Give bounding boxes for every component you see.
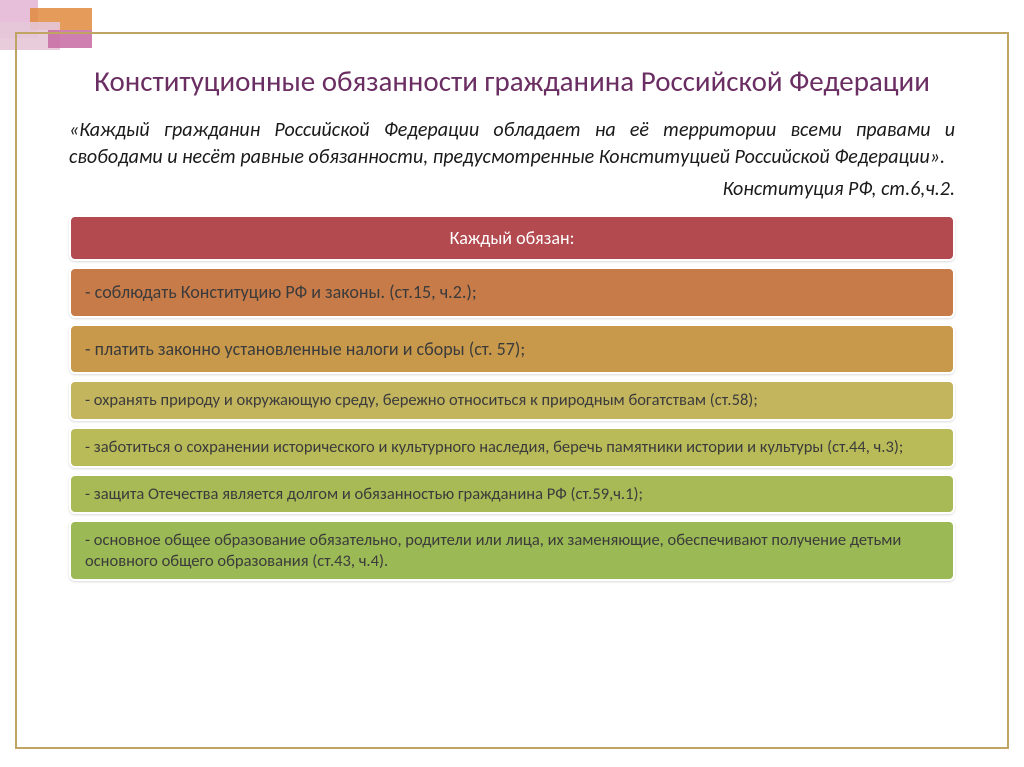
list-item: - охранять природу и окружающую среду, б…: [69, 380, 955, 421]
slide-frame: Конституционные обязанности гражданина Р…: [15, 32, 1009, 749]
list-item: - платить законно установленные налоги и…: [69, 324, 955, 375]
quote-source: Конституция РФ, ст.6,ч.2.: [69, 177, 955, 201]
list-item: - заботиться о сохранении исторического …: [69, 427, 955, 468]
quote-text: «Каждый гражданин Российской Федерации о…: [69, 117, 955, 171]
list-item: - защита Отечества является долгом и обя…: [69, 474, 955, 515]
list-item: - соблюдать Конституцию РФ и законы. (ст…: [69, 267, 955, 318]
duties-list: Каждый обязан: - соблюдать Конституцию Р…: [69, 215, 955, 582]
list-header: Каждый обязан:: [69, 215, 955, 262]
page-title: Конституционные обязанности гражданина Р…: [69, 64, 955, 99]
list-item: - основное общее образование обязательно…: [69, 520, 955, 581]
